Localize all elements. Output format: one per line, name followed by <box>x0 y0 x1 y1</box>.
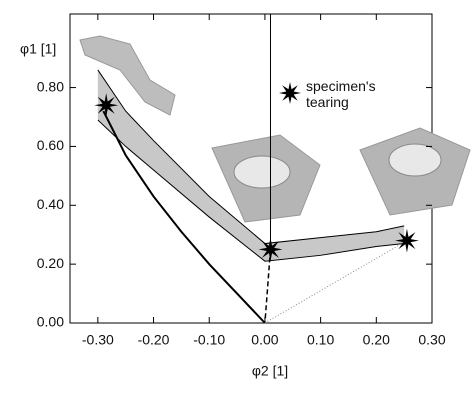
tearing-marker <box>258 237 283 262</box>
inset-strip <box>79 35 176 116</box>
x-axis-label: φ2 [1] <box>252 363 288 379</box>
inset-dome-top <box>388 143 442 177</box>
x-tick-label: 0.00 <box>251 332 278 348</box>
y-tick-label: 0.80 <box>37 78 64 94</box>
x-tick-label: -0.10 <box>193 332 225 348</box>
x-tick-label: -0.20 <box>138 332 170 348</box>
tearing-marker <box>394 228 419 253</box>
legend-label: specimen's tearing <box>306 78 376 110</box>
legend-marker <box>279 82 301 104</box>
line <box>264 240 408 324</box>
x-tick-label: 0.20 <box>363 332 390 348</box>
y-tick-label: 0.60 <box>37 137 64 153</box>
y-tick-label: 0.40 <box>37 196 64 212</box>
x-tick-label: -0.30 <box>82 332 114 348</box>
tearing-marker <box>94 93 119 118</box>
inset-dome-top <box>233 155 291 189</box>
inset-images <box>79 35 471 223</box>
line <box>102 110 266 324</box>
x-tick-label: 0.30 <box>418 332 445 348</box>
y-tick-label: 0.20 <box>37 255 64 271</box>
x-tick-label: 0.10 <box>307 332 334 348</box>
line <box>264 249 272 324</box>
y-tick-label: 0.00 <box>37 314 64 330</box>
band-upper <box>97 69 405 245</box>
y-axis-label: φ1 [1] <box>20 41 56 57</box>
band-fill <box>97 69 405 262</box>
band-lower <box>97 119 405 262</box>
